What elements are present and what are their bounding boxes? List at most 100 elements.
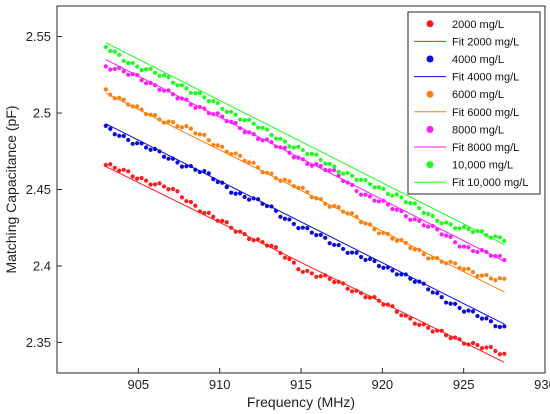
data-point xyxy=(305,268,310,274)
data-point xyxy=(336,169,341,174)
data-point xyxy=(291,145,296,150)
data-point xyxy=(161,154,167,159)
data-point xyxy=(403,272,408,277)
data-point xyxy=(269,243,274,248)
legend-label: 6000 mg/L xyxy=(452,89,504,101)
data-point xyxy=(475,273,480,279)
data-point xyxy=(108,126,113,131)
data-point xyxy=(435,291,440,296)
data-point xyxy=(179,83,185,88)
data-point xyxy=(157,117,162,122)
legend-label: 8000 mg/L xyxy=(452,124,504,136)
legend-marker xyxy=(426,20,434,28)
data-point xyxy=(166,156,171,161)
data-point xyxy=(484,316,489,321)
data-point xyxy=(117,168,122,173)
data-point xyxy=(291,155,296,160)
data-point xyxy=(229,152,234,157)
data-point xyxy=(341,209,346,214)
data-point xyxy=(426,211,431,216)
data-point xyxy=(197,91,202,96)
y-tick-label: 2.4 xyxy=(33,258,51,273)
data-point xyxy=(238,229,243,234)
data-point xyxy=(264,203,270,209)
data-point xyxy=(457,244,462,249)
x-tick-label: 905 xyxy=(127,377,149,392)
x-tick-label: 930 xyxy=(534,377,550,392)
data-point xyxy=(461,224,467,230)
data-point xyxy=(448,222,453,227)
data-point xyxy=(166,88,171,93)
data-point xyxy=(135,141,140,146)
data-point xyxy=(372,198,377,203)
data-point xyxy=(175,96,180,101)
data-point xyxy=(435,328,440,333)
data-point xyxy=(296,155,301,160)
data-point xyxy=(296,144,301,149)
data-point xyxy=(488,344,493,350)
data-point xyxy=(461,309,467,314)
legend-fit-label: Fit 4000 mg/L xyxy=(452,72,519,84)
data-point xyxy=(466,308,471,313)
data-point xyxy=(224,185,229,190)
data-point xyxy=(354,177,359,182)
data-point xyxy=(139,141,144,146)
data-point xyxy=(139,107,144,112)
data-point xyxy=(161,184,167,189)
data-point xyxy=(408,316,413,321)
data-point xyxy=(390,207,395,212)
data-point xyxy=(242,130,247,135)
data-point xyxy=(152,113,158,118)
data-point xyxy=(112,165,117,170)
data-point xyxy=(229,190,234,195)
data-point xyxy=(255,237,261,242)
data-point xyxy=(332,203,337,209)
data-point xyxy=(457,337,462,342)
data-point xyxy=(444,261,449,266)
data-point xyxy=(238,191,243,196)
data-point xyxy=(161,120,167,125)
data-point xyxy=(367,182,373,187)
data-point xyxy=(170,186,176,192)
data-point xyxy=(417,279,422,284)
data-point xyxy=(399,272,404,277)
data-point xyxy=(139,175,144,181)
data-point xyxy=(372,185,377,190)
data-point xyxy=(103,123,108,128)
data-point xyxy=(130,104,135,109)
data-point xyxy=(363,177,368,183)
data-point xyxy=(229,109,234,114)
data-point xyxy=(220,144,225,149)
data-point xyxy=(282,255,288,260)
data-point xyxy=(152,182,158,187)
data-point xyxy=(408,217,413,222)
data-point xyxy=(224,119,229,124)
data-point xyxy=(470,248,476,254)
data-point xyxy=(444,220,449,225)
data-point xyxy=(417,218,422,224)
data-point xyxy=(170,92,176,97)
data-point xyxy=(197,209,202,214)
data-point xyxy=(238,153,243,158)
data-point xyxy=(126,60,131,66)
data-point xyxy=(444,333,449,338)
data-point xyxy=(358,192,364,197)
data-point xyxy=(502,276,507,281)
data-point xyxy=(269,171,274,176)
data-point xyxy=(112,49,117,54)
data-point xyxy=(435,227,440,232)
data-point xyxy=(332,280,337,285)
data-point xyxy=(287,179,292,184)
data-point xyxy=(273,176,279,181)
data-point xyxy=(358,254,364,260)
data-point xyxy=(144,112,149,117)
data-point xyxy=(278,250,283,256)
data-point xyxy=(470,309,476,314)
data-point xyxy=(421,322,426,327)
data-point xyxy=(354,288,359,293)
data-point xyxy=(260,239,265,245)
data-point xyxy=(175,189,180,194)
data-point xyxy=(381,198,386,203)
data-point xyxy=(255,197,261,202)
data-point xyxy=(117,52,122,58)
